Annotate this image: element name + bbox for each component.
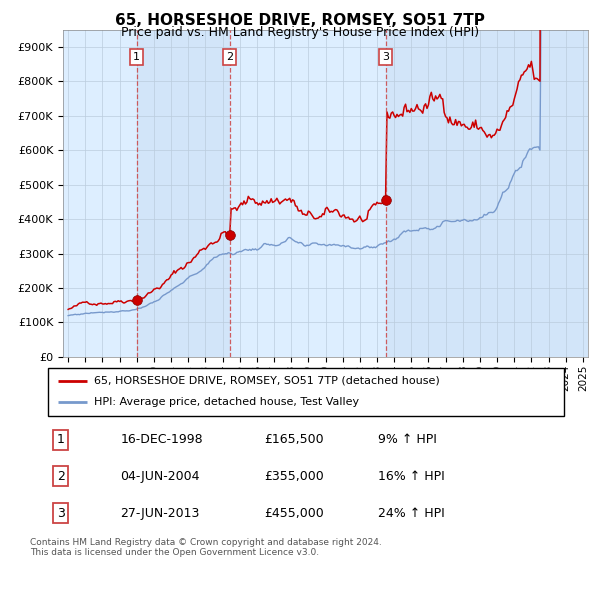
Bar	[137, 30, 230, 357]
Text: £455,000: £455,000	[265, 507, 325, 520]
Text: 1: 1	[133, 52, 140, 62]
Text: 04-JUN-2004: 04-JUN-2004	[120, 470, 200, 483]
Text: 2: 2	[57, 470, 65, 483]
Text: 3: 3	[57, 507, 65, 520]
Text: 3: 3	[382, 52, 389, 62]
Text: Contains HM Land Registry data © Crown copyright and database right 2024.
This d: Contains HM Land Registry data © Crown c…	[30, 538, 382, 558]
Text: 65, HORSESHOE DRIVE, ROMSEY, SO51 7TP (detached house): 65, HORSESHOE DRIVE, ROMSEY, SO51 7TP (d…	[94, 376, 440, 386]
Text: 9% ↑ HPI: 9% ↑ HPI	[378, 433, 437, 446]
Text: Price paid vs. HM Land Registry's House Price Index (HPI): Price paid vs. HM Land Registry's House …	[121, 26, 479, 39]
Text: 65, HORSESHOE DRIVE, ROMSEY, SO51 7TP: 65, HORSESHOE DRIVE, ROMSEY, SO51 7TP	[115, 13, 485, 28]
Text: £355,000: £355,000	[265, 470, 325, 483]
Text: 1: 1	[57, 433, 65, 446]
Text: 24% ↑ HPI: 24% ↑ HPI	[378, 507, 445, 520]
Text: 27-JUN-2013: 27-JUN-2013	[120, 507, 200, 520]
Text: 16-DEC-1998: 16-DEC-1998	[120, 433, 203, 446]
Text: £165,500: £165,500	[265, 433, 325, 446]
Text: 2: 2	[226, 52, 233, 62]
Text: HPI: Average price, detached house, Test Valley: HPI: Average price, detached house, Test…	[94, 398, 359, 408]
Text: 16% ↑ HPI: 16% ↑ HPI	[378, 470, 445, 483]
Bar	[386, 30, 588, 357]
